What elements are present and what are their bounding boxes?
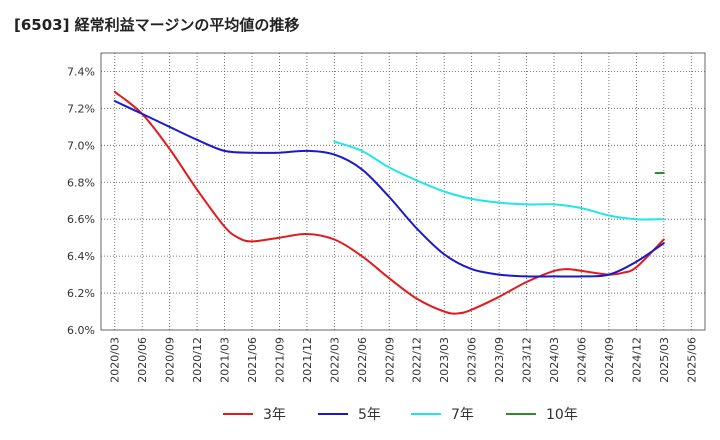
- x-tick-label: 2022/06: [356, 337, 369, 383]
- y-axis: 6.0% 6.2% 6.4% 6.6% 6.8% 7.0% 7.2% 7.4%: [67, 65, 95, 337]
- x-tick-label: 2020/12: [191, 337, 204, 383]
- x-tick-label: 2024/06: [575, 337, 588, 383]
- x-tick-label: 2020/06: [136, 337, 149, 383]
- x-tick-label: 2024/03: [548, 337, 561, 383]
- x-tick-label: 2022/03: [328, 337, 341, 383]
- x-tick-label: 2023/06: [466, 337, 479, 383]
- x-tick-label: 2021/12: [301, 337, 314, 383]
- y-tick-label: 7.2%: [67, 102, 95, 115]
- x-tick-label: 2021/03: [219, 337, 232, 383]
- x-tick-label: 2021/09: [273, 337, 286, 383]
- x-tick-label: 2023/12: [521, 337, 534, 383]
- x-tick-label: 2021/06: [246, 337, 259, 383]
- x-tick-label: 2022/09: [383, 337, 396, 383]
- x-tick-label: 2023/03: [438, 337, 451, 383]
- y-tick-label: 6.0%: [67, 324, 95, 337]
- y-tick-label: 6.2%: [67, 287, 95, 300]
- x-tick-label: 2020/03: [109, 337, 122, 383]
- x-tick-label: 2024/09: [603, 337, 616, 383]
- legend-label: 3年: [263, 407, 286, 423]
- x-tick-label: 2025/06: [685, 337, 698, 383]
- series-line-5年: [113, 100, 665, 278]
- y-tick-label: 7.4%: [67, 65, 95, 78]
- legend: 3年 5年 7年 10年: [223, 407, 578, 423]
- y-tick-label: 6.4%: [67, 250, 95, 263]
- series-lines: [113, 90, 665, 315]
- y-tick-label: 6.6%: [67, 213, 95, 226]
- x-axis: 2020/03 2020/06 2020/09 2020/12 2021/03 2021/…: [109, 337, 699, 383]
- x-tick-label: 2022/12: [411, 337, 424, 383]
- x-tick-label: 2020/09: [164, 337, 177, 383]
- x-tick-label: 2023/09: [493, 337, 506, 383]
- legend-label: 7年: [451, 407, 474, 423]
- y-tick-label: 7.0%: [67, 139, 95, 152]
- chart-title: [6503] 経常利益マージンの平均値の推移: [14, 16, 300, 34]
- x-tick-label: 2025/03: [658, 337, 671, 383]
- legend-label: 5年: [358, 407, 381, 423]
- x-tick-label: 2024/12: [630, 337, 643, 383]
- series-line-3年: [113, 90, 665, 315]
- plot-area: [100, 52, 706, 331]
- series-line-7年: [333, 140, 665, 221]
- y-tick-label: 6.8%: [67, 176, 95, 189]
- legend-label: 10年: [546, 407, 578, 423]
